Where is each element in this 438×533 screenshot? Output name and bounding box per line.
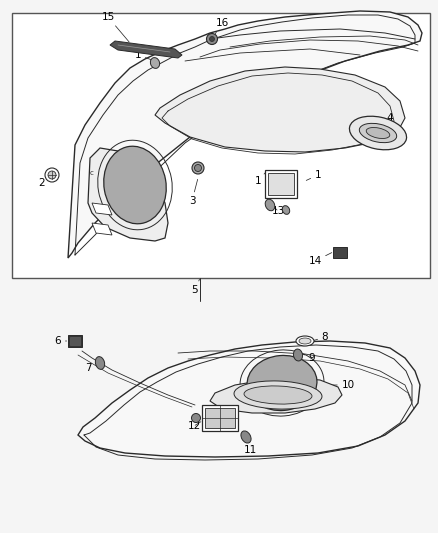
Bar <box>333 247 347 258</box>
Ellipse shape <box>359 123 397 143</box>
Ellipse shape <box>192 162 204 174</box>
Ellipse shape <box>241 431 251 443</box>
Polygon shape <box>68 11 422 258</box>
Text: 6: 6 <box>55 336 67 346</box>
Text: 1: 1 <box>135 50 154 61</box>
Ellipse shape <box>244 386 312 404</box>
Text: 1: 1 <box>306 170 321 180</box>
Text: 8: 8 <box>313 332 328 342</box>
Text: 9: 9 <box>301 353 315 363</box>
Ellipse shape <box>209 36 215 42</box>
Ellipse shape <box>283 206 290 214</box>
Ellipse shape <box>104 146 166 224</box>
Bar <box>12 13 430 278</box>
Ellipse shape <box>247 356 317 410</box>
Ellipse shape <box>95 357 105 369</box>
Bar <box>68 335 82 347</box>
Polygon shape <box>210 378 342 413</box>
Polygon shape <box>110 41 182 58</box>
Ellipse shape <box>296 336 314 346</box>
Text: 2: 2 <box>39 176 51 188</box>
Ellipse shape <box>293 349 303 361</box>
Text: 1: 1 <box>254 173 265 186</box>
Text: 16: 16 <box>213 18 229 38</box>
Polygon shape <box>78 341 420 457</box>
Text: 3: 3 <box>189 179 198 206</box>
Ellipse shape <box>350 116 406 150</box>
Ellipse shape <box>265 199 275 211</box>
Text: c: c <box>90 170 94 176</box>
Text: 5: 5 <box>192 279 199 295</box>
Ellipse shape <box>45 168 59 182</box>
Text: 7: 7 <box>85 362 99 373</box>
Polygon shape <box>92 223 112 235</box>
Ellipse shape <box>299 338 311 344</box>
Text: 4: 4 <box>376 113 393 128</box>
Ellipse shape <box>48 171 56 179</box>
Text: 15: 15 <box>101 12 129 42</box>
Text: 14: 14 <box>308 253 332 266</box>
Bar <box>202 405 238 431</box>
Polygon shape <box>155 67 405 152</box>
Text: 12: 12 <box>187 421 201 431</box>
Text: 13: 13 <box>272 206 285 216</box>
Ellipse shape <box>366 127 390 139</box>
Polygon shape <box>88 148 168 241</box>
Ellipse shape <box>206 34 218 44</box>
Bar <box>70 337 80 345</box>
Ellipse shape <box>194 165 201 172</box>
Ellipse shape <box>150 58 159 68</box>
Bar <box>268 173 294 195</box>
Bar <box>205 408 235 428</box>
Text: 10: 10 <box>319 380 355 390</box>
Ellipse shape <box>191 414 201 423</box>
Polygon shape <box>92 203 112 215</box>
Ellipse shape <box>234 381 322 409</box>
Text: 11: 11 <box>244 438 257 455</box>
Bar <box>265 170 297 198</box>
